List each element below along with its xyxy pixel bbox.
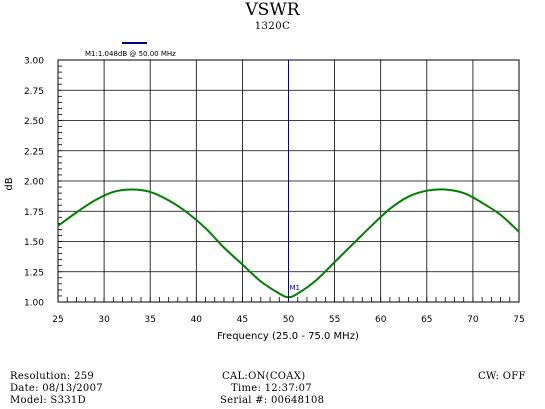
resolution-info: Resolution: 259 <box>10 371 95 382</box>
x-tick-labels: 25 30 35 40 45 50 55 60 65 70 75 <box>52 315 524 325</box>
cal-info: CAL:ON(COAX) <box>222 371 306 382</box>
x-axis-label: Frequency (25.0 - 75.0 MHz) <box>217 331 359 342</box>
y-tick-label: 1.25 <box>24 268 44 278</box>
chart-subtitle: 1320C <box>254 21 291 32</box>
marker-layer: M1 <box>288 60 301 302</box>
model-info: Model: S331D <box>10 395 86 406</box>
time-info: Time: 12:37:07 <box>231 383 312 394</box>
serial-info: Serial #: 00648108 <box>220 395 325 406</box>
x-tick-label: 50 <box>283 315 295 325</box>
y-tick-labels: 1.00 1.25 1.50 1.75 2.00 2.25 2.50 2.75 3.00 <box>24 57 44 309</box>
date-info: Date: 08/13/2007 <box>10 383 103 394</box>
x-tick-label: 55 <box>329 315 340 325</box>
x-tick-label: 30 <box>98 315 110 325</box>
y-tick-label: 2.00 <box>24 178 44 188</box>
y-tick-label: 2.25 <box>24 147 44 157</box>
y-tick-label: 1.75 <box>24 208 44 218</box>
y-tick-label: 2.75 <box>24 87 44 97</box>
y-tick-label: 2.50 <box>24 117 44 127</box>
y-tick-label: 1.00 <box>24 299 44 309</box>
x-tick-label: 70 <box>467 315 479 325</box>
y-tick-label: 3.00 <box>24 57 44 67</box>
marker-legend-label: M1:1.048dB @ 50.00 MHz <box>85 50 176 58</box>
x-tick-label: 35 <box>144 315 155 325</box>
minor-ticks <box>57 59 520 303</box>
chart-title: VSWR <box>245 0 300 20</box>
y-axis-label: dB <box>4 177 15 190</box>
x-tick-label: 65 <box>421 315 432 325</box>
cw-info: CW: OFF <box>478 371 526 382</box>
x-tick-label: 60 <box>375 315 387 325</box>
x-tick-label: 40 <box>191 315 203 325</box>
x-tick-label: 75 <box>513 315 524 325</box>
x-tick-label: 25 <box>52 315 63 325</box>
y-tick-label: 1.50 <box>24 238 44 248</box>
x-tick-label: 45 <box>237 315 248 325</box>
marker-point-label: M1 <box>290 284 301 292</box>
